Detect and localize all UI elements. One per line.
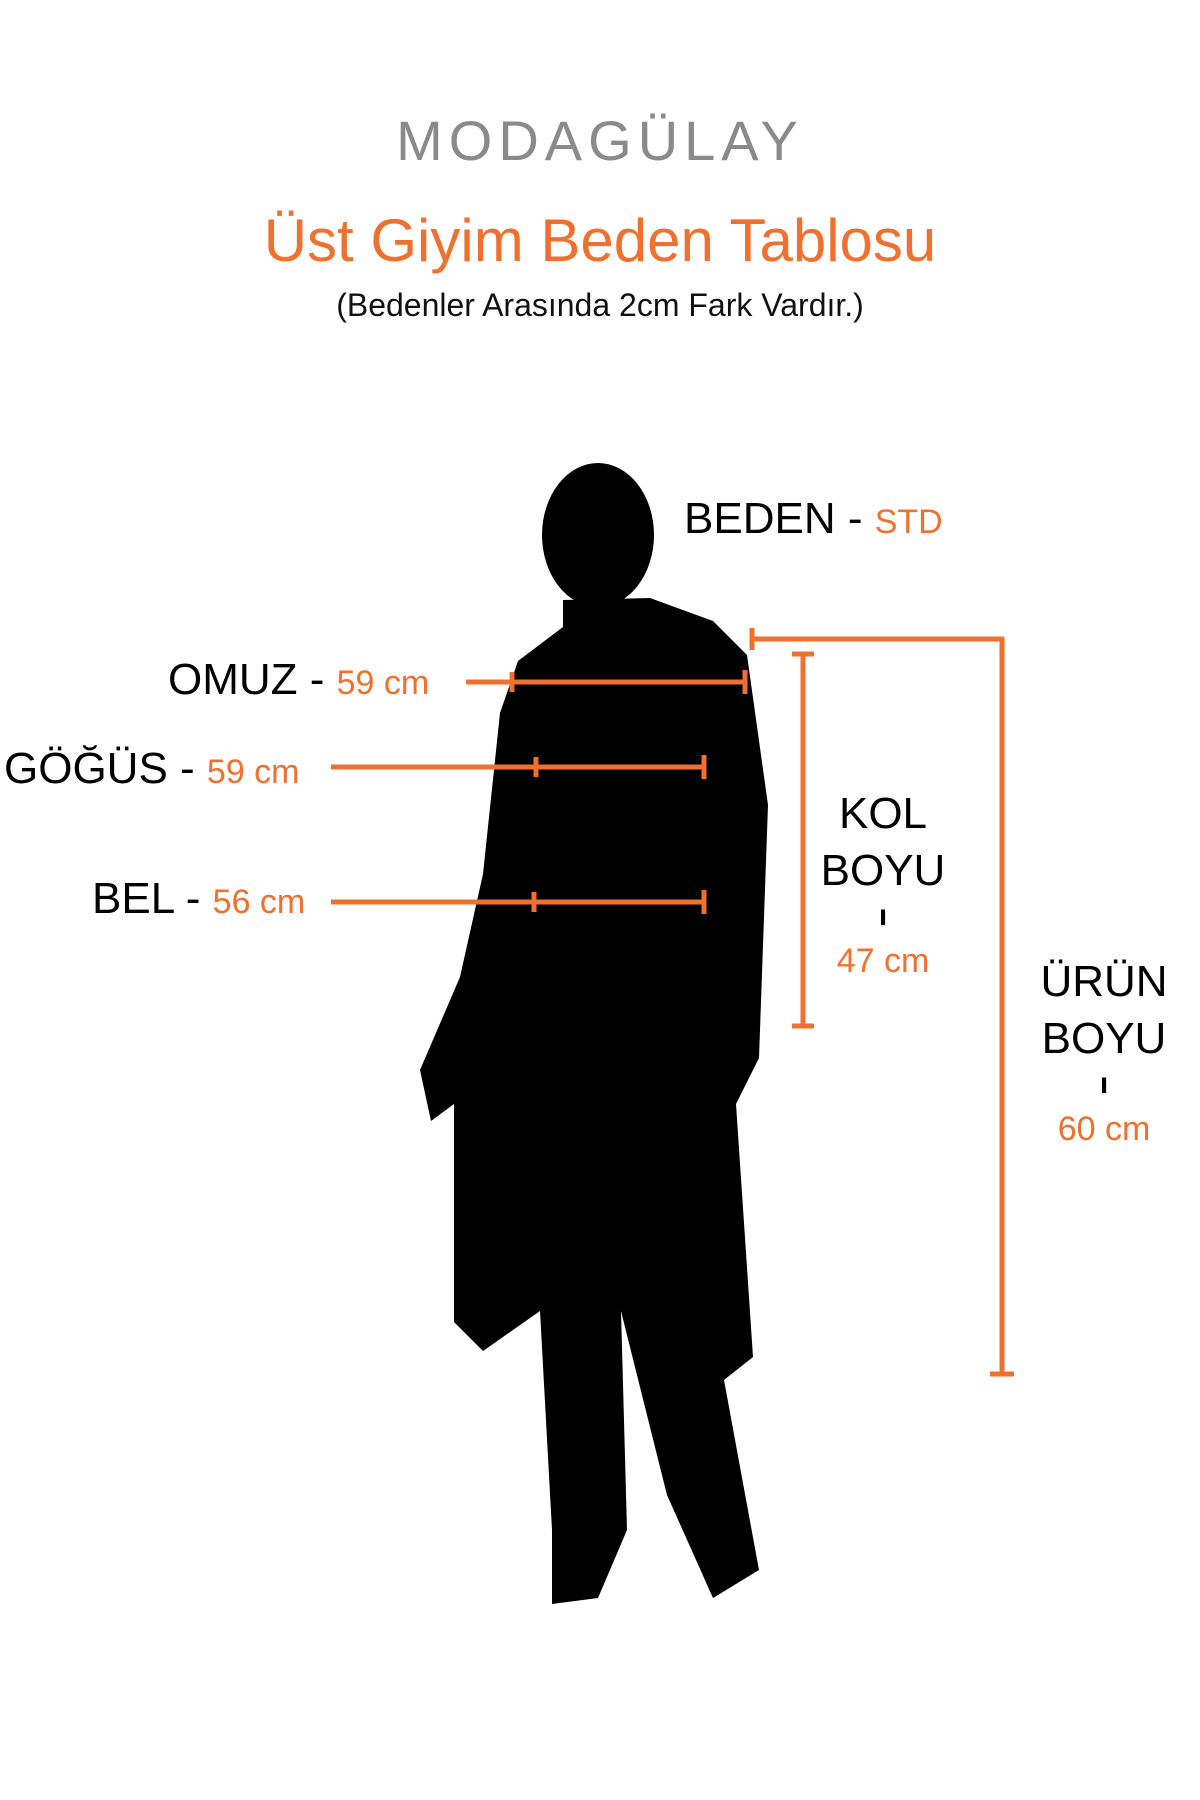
waist-value: 56 cm (212, 883, 306, 921)
length-measure-bracket (749, 628, 1014, 1377)
page-title: Üst Giyim Beden Tablosu (263, 207, 937, 274)
shoulder-label-text: OMUZ - (168, 655, 325, 704)
silhouette (420, 463, 768, 1604)
waist-label: BEL - 56 cm (92, 874, 305, 924)
chest-label: GÖĞÜS - 59 cm (4, 744, 300, 794)
sleeve-separator: ı (878, 899, 888, 932)
sleeve-measure-line (792, 651, 814, 1029)
size-label-text: BEDEN - (684, 494, 863, 543)
brand-logo: MODAGÜLAY (396, 109, 804, 172)
size-label: BEDEN - STD (684, 494, 943, 544)
size-value: STD (874, 503, 943, 541)
waist-measure-line (331, 890, 707, 914)
length-label: ÜRÜN BOYU ı 60 cm (1024, 953, 1184, 1158)
shoulder-value: 59 cm (336, 664, 430, 702)
chest-value: 59 cm (206, 753, 300, 791)
sleeve-label: KOL BOYU ı 47 cm (813, 785, 953, 990)
chest-label-text: GÖĞÜS - (4, 744, 195, 793)
chest-measure-line (331, 755, 707, 779)
length-value: 60 cm (1057, 1110, 1151, 1148)
shoulder-measure-line (466, 670, 748, 694)
length-separator: ı (1099, 1067, 1109, 1100)
length-label-line2: BOYU (1041, 1014, 1167, 1063)
sleeve-label-line1: KOL (838, 789, 928, 838)
shoulder-label: OMUZ - 59 cm (168, 655, 429, 705)
sleeve-label-line2: BOYU (820, 846, 946, 895)
length-label-line1: ÜRÜN (1040, 957, 1168, 1006)
sleeve-value: 47 cm (836, 942, 930, 980)
page-subtitle: (Bedenler Arasında 2cm Fark Vardır.) (336, 287, 864, 323)
waist-label-text: BEL - (92, 874, 201, 923)
